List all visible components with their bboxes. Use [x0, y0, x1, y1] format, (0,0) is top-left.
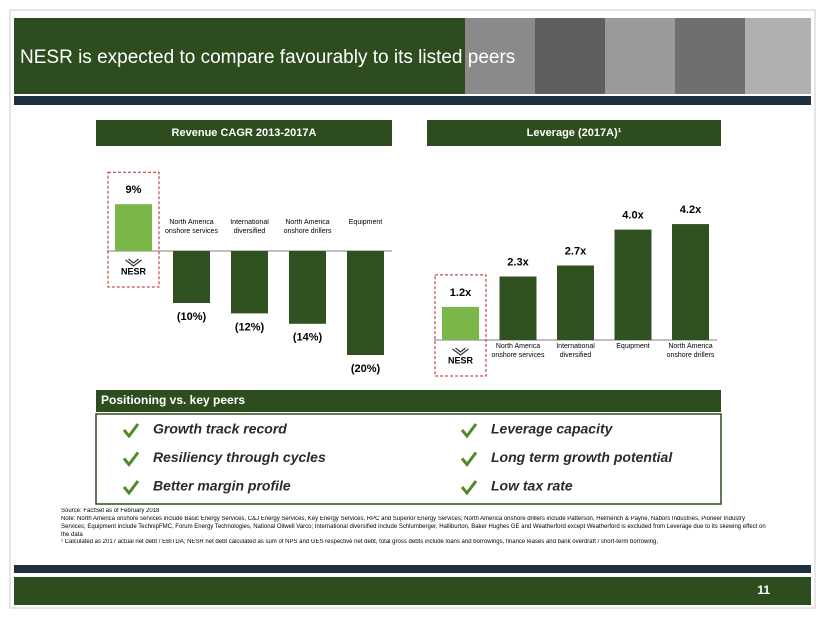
- check-icon: [122, 480, 140, 496]
- category-label-box: North America onshore services: [165, 219, 218, 235]
- check-icon: [460, 423, 478, 439]
- bar: [499, 276, 537, 340]
- positioning-item: Resiliency through cycles: [153, 449, 326, 465]
- category-label: North America onshore drillers: [283, 219, 332, 235]
- positioning-item: Leverage capacity: [491, 421, 614, 437]
- positioning-item: Long term growth potential: [491, 449, 673, 465]
- category-label: NESR: [448, 355, 474, 365]
- bar: [231, 251, 268, 314]
- bar: [347, 251, 384, 355]
- category-label-box: North America onshore drillers: [283, 219, 332, 235]
- category-label-box: North America onshore drillers: [666, 343, 715, 359]
- chart-title: Revenue CAGR 2013-2017A: [172, 127, 317, 139]
- footnote: Note: North America onshore services inc…: [61, 516, 766, 538]
- check-icon: [460, 480, 478, 496]
- footer-rule: [14, 565, 811, 573]
- check-icon: [460, 451, 478, 467]
- logo-mark: [452, 347, 469, 356]
- header-rule: [14, 96, 811, 105]
- value-label: 4.2x: [680, 204, 702, 216]
- value-label: 9%: [126, 184, 142, 196]
- value-label: (14%): [293, 332, 323, 344]
- page-number: 11: [757, 583, 770, 597]
- bar: [289, 251, 326, 324]
- bar: [557, 265, 594, 340]
- chart-title: Leverage (2017A)¹: [527, 127, 622, 139]
- positioning-item: Growth track record: [153, 421, 287, 437]
- bar: [672, 224, 709, 340]
- category-label-box: Equipment: [348, 219, 383, 226]
- header-title: NESR is expected to compare favourably t…: [20, 47, 515, 68]
- category-label-box: Equipment: [616, 343, 650, 350]
- chart-title-bg: [96, 120, 392, 146]
- bar: [442, 306, 479, 340]
- value-label: (10%): [177, 311, 207, 323]
- category-label: International diversified: [230, 219, 269, 235]
- category-label: North America onshore services: [165, 219, 218, 235]
- logo-mark: [125, 258, 142, 267]
- bar: [173, 251, 210, 303]
- category-label: Equipment: [616, 343, 650, 350]
- category-label: North America onshore drillers: [666, 343, 715, 359]
- bar: [115, 204, 152, 251]
- category-label: North America onshore services: [491, 343, 545, 359]
- category-label-box: International diversified: [556, 343, 595, 359]
- footnote: ¹ Calculated as 2017 actual net debt / E…: [61, 539, 658, 545]
- highlight-box: [107, 171, 160, 288]
- check-icon: [122, 423, 140, 439]
- positioning-item: Better margin profile: [153, 478, 291, 494]
- bar: [614, 229, 652, 340]
- category-label: International diversified: [556, 343, 595, 359]
- footnote-box: ¹ Calculated as 2017 actual net debt / E…: [61, 539, 658, 545]
- footnote: Source: FactSet as of February 2018: [61, 508, 160, 514]
- value-label: (20%): [351, 363, 381, 375]
- highlight-box: [434, 274, 487, 377]
- value-label: 2.3x: [507, 256, 529, 268]
- category-label-box: International diversified: [230, 219, 269, 235]
- positioning-header: [96, 390, 721, 412]
- positioning-box: [95, 413, 722, 505]
- value-label: (12%): [235, 321, 265, 333]
- positioning-item: Low tax rate: [491, 478, 573, 494]
- chart-title-bg: [427, 120, 721, 146]
- header-images: [465, 18, 811, 94]
- value-label: 4.0x: [622, 210, 644, 222]
- check-icon: [122, 451, 140, 467]
- value-label: 1.2x: [450, 287, 472, 299]
- category-label: NESR: [121, 266, 147, 276]
- category-label-box: North America onshore services: [491, 343, 545, 359]
- footnote-box: Note: North America onshore services inc…: [61, 516, 766, 538]
- category-label: Equipment: [348, 219, 383, 226]
- footnote-box: Source: FactSet as of February 2018: [61, 508, 160, 514]
- positioning-title: Positioning vs. key peers: [101, 393, 245, 407]
- footer-band: [14, 577, 811, 605]
- value-label: 2.7x: [565, 245, 587, 257]
